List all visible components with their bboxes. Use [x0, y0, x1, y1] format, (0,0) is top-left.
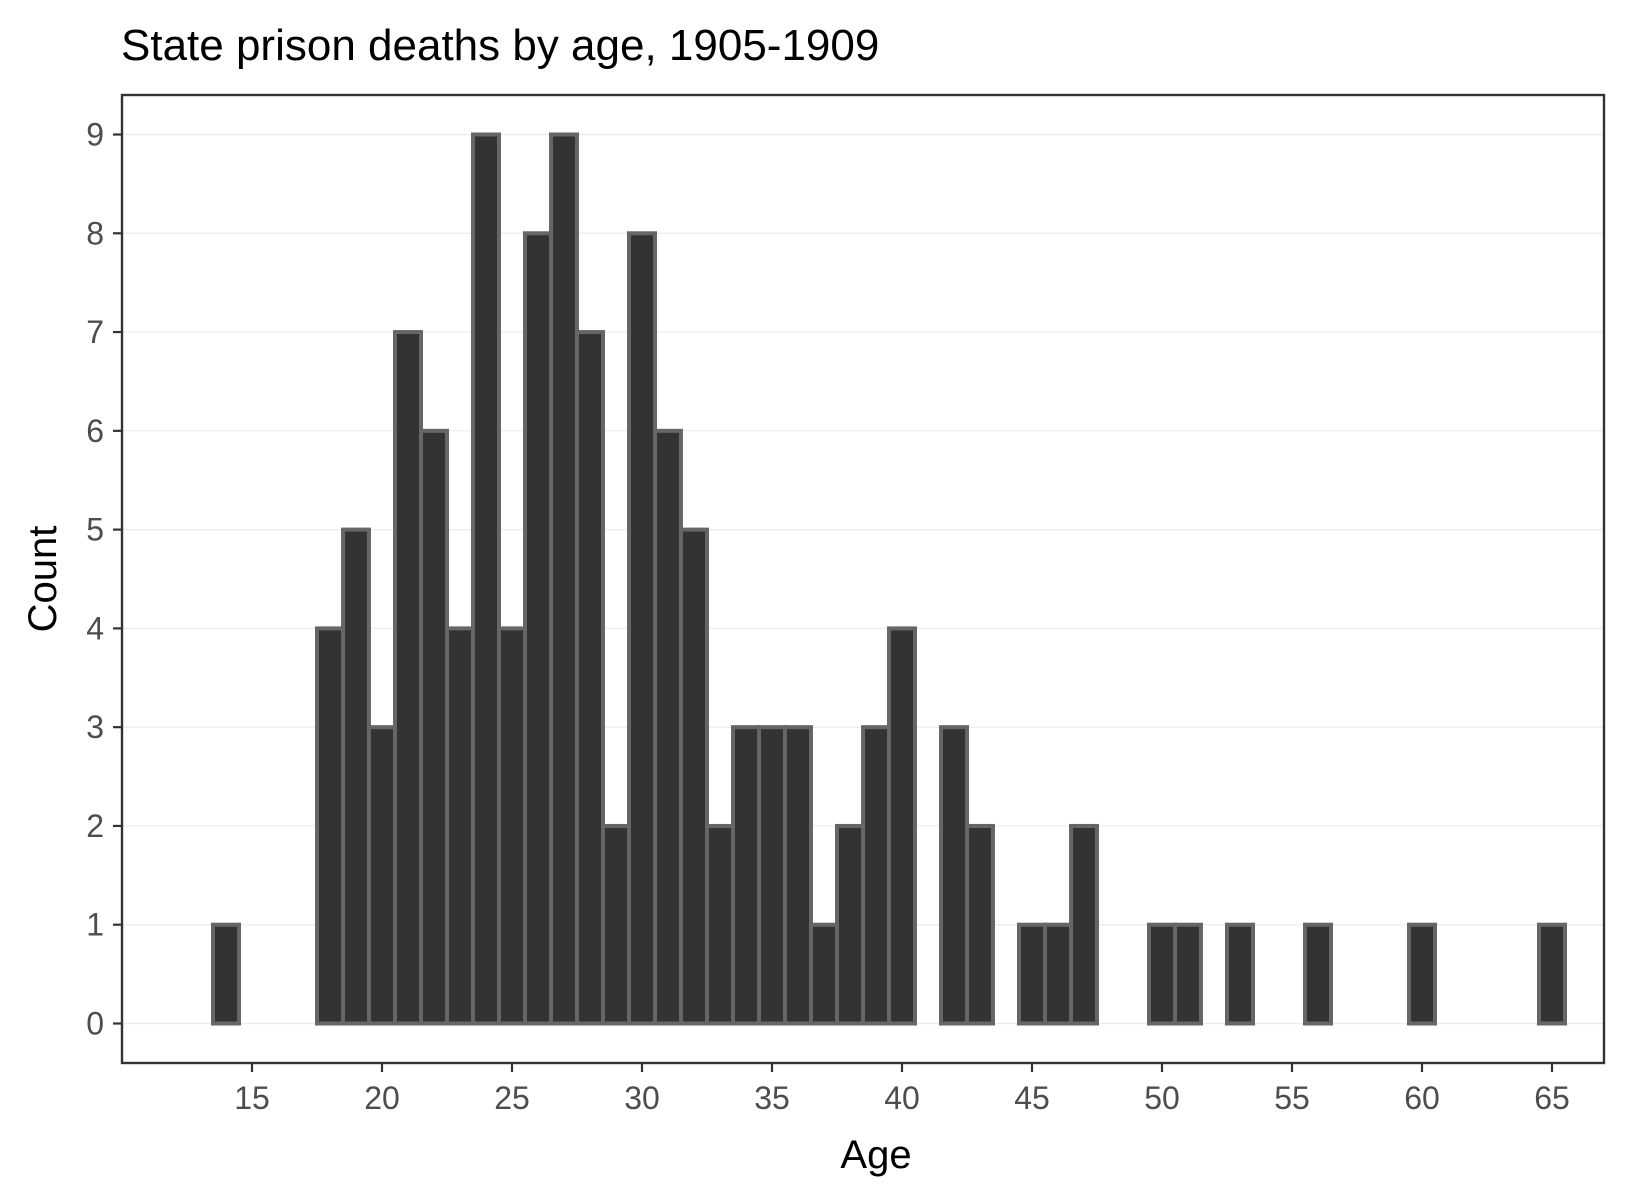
- bars: [211, 132, 1567, 1026]
- bar-age-18: [315, 626, 345, 1026]
- bar-age-43: [965, 823, 995, 1026]
- x-axis-title: Age: [840, 1133, 911, 1177]
- y-tick-label: 2: [86, 808, 104, 844]
- chart-title: State prison deaths by age, 1905-1909: [121, 21, 879, 70]
- x-tick-label: 65: [1534, 1080, 1570, 1116]
- bar-age-24: [471, 132, 501, 1026]
- bar-age-32: [679, 527, 709, 1026]
- bar-age-26: [523, 231, 553, 1026]
- y-tick-label: 5: [86, 512, 104, 548]
- bar-age-40: [887, 626, 917, 1026]
- x-tick-label: 40: [884, 1080, 920, 1116]
- bar-age-56: [1303, 922, 1333, 1026]
- y-tick-label: 0: [86, 1005, 104, 1041]
- bar-age-22: [419, 428, 449, 1026]
- bar-age-47: [1069, 823, 1099, 1026]
- x-tick-label: 25: [494, 1080, 530, 1116]
- bar-age-60: [1407, 922, 1437, 1026]
- bar-age-39: [861, 725, 891, 1026]
- y-axis-title: Count: [21, 526, 65, 633]
- bar-age-21: [393, 330, 423, 1026]
- bar-age-35: [757, 725, 787, 1026]
- bar-age-36: [783, 725, 813, 1026]
- y-tick-label: 7: [86, 314, 104, 350]
- x-tick-label: 20: [364, 1080, 400, 1116]
- bar-age-23: [445, 626, 475, 1026]
- bar-age-53: [1225, 922, 1255, 1026]
- y-tick-label: 8: [86, 215, 104, 251]
- bar-age-42: [939, 725, 969, 1026]
- x-tick-label: 45: [1014, 1080, 1050, 1116]
- y-axis-ticks: 0 1 2 3 4 5 6 7 8 9: [86, 117, 122, 1041]
- x-tick-label: 55: [1274, 1080, 1310, 1116]
- x-tick-label: 35: [754, 1080, 790, 1116]
- bar-age-50: [1147, 922, 1177, 1026]
- bar-age-30: [627, 231, 657, 1026]
- bar-age-65: [1537, 922, 1567, 1026]
- x-tick-label: 30: [624, 1080, 660, 1116]
- bar-age-28: [575, 330, 605, 1026]
- x-tick-label: 60: [1404, 1080, 1440, 1116]
- panel-border: [120, 93, 1606, 1065]
- x-tick-label: 50: [1144, 1080, 1180, 1116]
- bar-age-33: [705, 823, 735, 1026]
- bar-age-20: [367, 725, 397, 1026]
- bar-age-37: [809, 922, 839, 1026]
- bar-age-27: [549, 132, 579, 1026]
- y-tick-label: 4: [86, 610, 104, 646]
- bar-age-34: [731, 725, 761, 1026]
- bar-age-25: [497, 626, 527, 1026]
- bar-age-14: [211, 922, 241, 1026]
- bar-age-19: [341, 527, 371, 1026]
- y-tick-label: 6: [86, 413, 104, 449]
- bar-age-46: [1043, 922, 1073, 1026]
- bar-age-51: [1173, 922, 1203, 1026]
- y-tick-label: 9: [86, 117, 104, 153]
- y-tick-label: 3: [86, 709, 104, 745]
- x-tick-label: 15: [234, 1080, 270, 1116]
- bar-age-38: [835, 823, 865, 1026]
- bar-age-31: [653, 428, 683, 1026]
- bar-age-29: [601, 823, 631, 1026]
- y-tick-label: 1: [86, 907, 104, 943]
- bar-age-45: [1017, 922, 1047, 1026]
- x-axis-ticks: 15 20 25 30 35 40 45 50 55 60 65: [234, 1063, 1570, 1116]
